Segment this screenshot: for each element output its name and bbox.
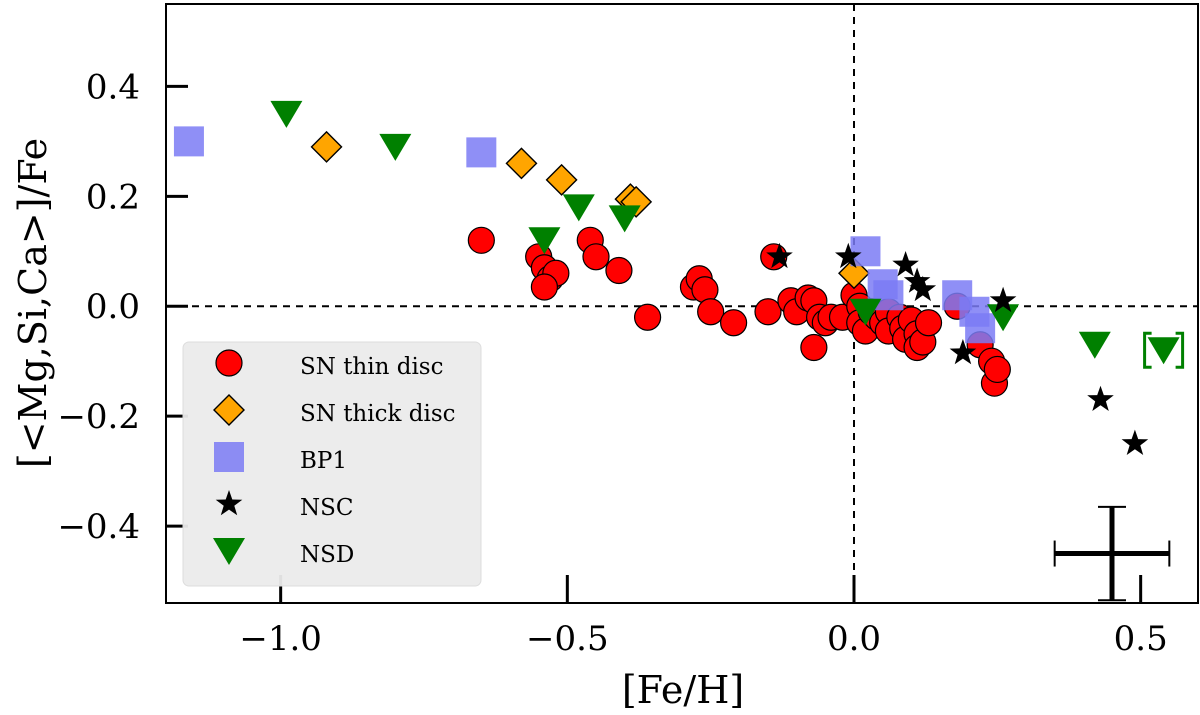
data-point-triangle-down (987, 304, 1020, 332)
legend-marker-square (214, 442, 244, 472)
data-point-triangle-down (270, 100, 303, 128)
data-point-triangle-down (1147, 337, 1180, 365)
legend-label-nsd: NSD (300, 542, 354, 568)
data-point-triangle-down (562, 194, 595, 222)
data-point-star (989, 286, 1017, 313)
series-nsd (270, 100, 1180, 365)
legend-marker-star (215, 490, 243, 516)
data-point-circle (633, 303, 662, 331)
data-point-circle (719, 309, 748, 337)
data-point-circle (697, 298, 725, 326)
data-point-circle (582, 243, 610, 271)
data-point-star (892, 251, 919, 277)
plot-frame (165, 3, 1199, 604)
data-point-circle (754, 298, 782, 326)
data-point-square (466, 137, 497, 168)
data-point-star (949, 339, 977, 365)
right-bracket (1175, 331, 1185, 369)
y-axis-label: [<Mg,Si,Ca>]/Fe (11, 138, 55, 468)
legend-marker-diamond (213, 394, 245, 426)
data-point-star (1121, 429, 1149, 455)
data-point-circle (983, 355, 1011, 384)
error-bar (1053, 505, 1171, 602)
legend-label-nsc: NSC (300, 495, 353, 521)
data-point-star (909, 275, 937, 302)
data-point-star (766, 242, 793, 269)
legend-label-bp1: BP1 (300, 448, 347, 474)
data-points (173, 100, 1180, 455)
data-point-triangle-down (1078, 331, 1111, 359)
data-point-square (873, 280, 904, 311)
x-axis-label: [Fe/H] (622, 668, 744, 712)
y-tick-label: 0.2 (86, 177, 140, 217)
data-point-square (850, 236, 881, 267)
data-point-circle (914, 309, 943, 337)
legend: SN thin disc SN thick disc BP1 NSC NSD (182, 341, 482, 587)
data-point-square (173, 126, 204, 157)
data-point-diamond (505, 147, 538, 180)
legend-marker-triangle-down (213, 538, 245, 565)
data-point-circle (467, 226, 495, 254)
series-sn-thick-disc (310, 130, 870, 290)
data-point-circle (605, 256, 633, 285)
y-tick-label: 0.0 (86, 287, 140, 327)
legend-label-sn-thin-disc: SN thin disc (300, 354, 444, 380)
y-tick-label: −0.2 (57, 397, 140, 437)
series-bp1 (173, 126, 996, 344)
legend-box (182, 341, 482, 587)
axes: −1.0 −0.5 0.0 0.5 0.4 0.2 0.0 −0.2 −0.4 (57, 3, 1199, 659)
left-bracket (1143, 331, 1152, 369)
data-point-diamond (545, 163, 578, 196)
legend-label-sn-thick-disc: SN thick disc (300, 401, 456, 427)
data-point-triangle-down (379, 133, 412, 161)
legend-marker-circle (215, 349, 243, 377)
series-sn-thin-disc (467, 226, 1011, 397)
data-point-star (835, 242, 862, 269)
x-tick-label: −1.0 (239, 619, 322, 659)
legend-markers (213, 349, 245, 565)
data-point-square (965, 313, 996, 344)
annotations (1053, 331, 1185, 602)
y-tick-label: 0.4 (86, 67, 140, 107)
series-nsc (766, 242, 1149, 455)
data-point-diamond (310, 130, 343, 163)
y-tick-label: −0.4 (57, 507, 140, 547)
data-point-triangle-down (608, 205, 641, 233)
x-tick-label: −0.5 (526, 619, 609, 659)
data-point-triangle-down (849, 298, 882, 326)
data-point-triangle-down (528, 227, 561, 255)
data-point-circle (800, 333, 828, 362)
data-point-circle (530, 273, 559, 301)
data-point-star (903, 267, 931, 293)
x-tick-label: 0.5 (1114, 619, 1168, 659)
data-point-star (1087, 385, 1114, 411)
x-tick-label: 0.0 (827, 619, 881, 659)
